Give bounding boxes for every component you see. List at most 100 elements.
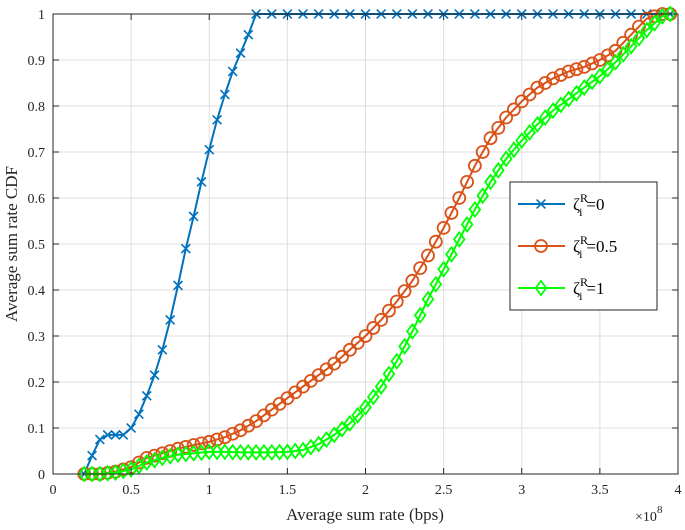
x-exponent-label: ×10 8	[635, 504, 663, 525]
data-point	[397, 284, 412, 299]
data-point	[102, 429, 113, 440]
legend-entry-2: ζR i =0.5	[518, 233, 617, 261]
x-exponent-power: 8	[657, 504, 663, 516]
data-point	[632, 29, 646, 47]
data-point	[577, 60, 592, 74]
data-point	[467, 158, 482, 173]
data-point	[155, 446, 170, 461]
data-point	[398, 337, 411, 355]
data-point	[476, 187, 490, 205]
data-point	[530, 80, 545, 95]
y-tick-label: 0.1	[28, 422, 46, 437]
data-point	[227, 66, 238, 77]
x-axis-title: Average sum rate (bps)	[286, 505, 444, 524]
x-tick-label: 3.5	[591, 483, 609, 498]
data-point	[445, 245, 458, 263]
data-point	[413, 261, 428, 276]
data-point	[569, 62, 584, 77]
data-point	[475, 145, 490, 159]
x-tick-label: 2	[362, 483, 369, 498]
data-point	[358, 329, 373, 343]
data-point	[194, 436, 209, 451]
data-point	[235, 48, 246, 59]
data-point	[514, 94, 529, 109]
data-point	[350, 335, 365, 350]
data-point	[421, 248, 435, 263]
data-point	[592, 53, 607, 67]
legend-marker	[534, 279, 548, 297]
data-point	[180, 243, 191, 254]
data-point	[178, 439, 193, 454]
data-point	[577, 79, 591, 97]
data-point	[173, 280, 183, 291]
data-point	[118, 429, 129, 440]
data-point	[609, 53, 622, 71]
data-point	[241, 418, 256, 433]
y-tick-label: 0.5	[28, 238, 46, 253]
y-tick-label: 0.8	[28, 100, 46, 115]
data-point	[149, 370, 160, 381]
data-point	[538, 109, 552, 126]
y-tick-label: 0.2	[28, 376, 46, 391]
data-point	[553, 68, 568, 82]
y-tick-label: 0.4	[28, 284, 46, 299]
data-point	[561, 64, 576, 79]
data-point	[374, 312, 389, 327]
data-point	[484, 173, 497, 191]
axis-ticks: 0 0.5 1 1.5 2 2.5 3 3.5 4 0 0.1 0.2 0.3 0.4 0.5 0.6 0.7 0…	[28, 8, 682, 498]
data-point	[624, 37, 638, 55]
legend: ζR i =0 ζR i =0.5 ζR i =1	[509, 181, 658, 311]
data-point	[374, 378, 388, 396]
y-tick-label: 0.6	[28, 192, 46, 207]
data-point	[202, 434, 217, 449]
y-tick-label: 0.7	[28, 146, 46, 161]
data-point	[327, 426, 341, 444]
data-point	[233, 423, 248, 438]
data-point	[499, 150, 513, 168]
data-point	[437, 260, 450, 278]
data-point	[351, 406, 365, 424]
series-3	[77, 5, 677, 483]
data-point	[640, 21, 654, 39]
data-point	[562, 90, 575, 108]
x-tick-label: 1.5	[279, 483, 297, 498]
data-point	[327, 356, 342, 371]
x-tick-label: 0.5	[122, 483, 140, 498]
data-point	[515, 132, 529, 149]
y-axis-title: Average sum rate CDF	[2, 166, 21, 322]
data-point	[366, 388, 380, 406]
data-point	[343, 414, 357, 432]
data-point	[196, 176, 207, 187]
data-point	[491, 161, 505, 179]
data-point	[389, 294, 404, 309]
data-point	[436, 220, 451, 235]
data-point	[147, 448, 162, 463]
data-point	[428, 234, 443, 249]
x-tick-label: 4	[675, 483, 682, 498]
data-point	[648, 14, 661, 32]
data-point	[126, 423, 137, 433]
data-point	[452, 230, 466, 248]
data-point	[616, 45, 630, 63]
data-point	[452, 191, 467, 205]
data-point	[507, 141, 521, 159]
data-point	[335, 420, 349, 438]
data-point	[165, 314, 176, 325]
data-point	[212, 114, 223, 125]
data-point	[483, 131, 498, 146]
data-point	[382, 365, 396, 383]
data-point	[538, 76, 553, 90]
data-point	[110, 429, 121, 440]
data-point	[491, 120, 506, 135]
data-point	[460, 215, 474, 233]
data-point	[523, 123, 536, 141]
legend-entry-1: ζR i =0	[518, 191, 605, 219]
data-point	[217, 430, 232, 445]
data-point	[225, 426, 240, 441]
data-point	[421, 290, 435, 308]
data-point	[429, 275, 443, 293]
legend-entry-3: ζR i =1	[518, 275, 605, 303]
x-tick-label: 0	[50, 483, 57, 498]
data-point	[554, 96, 568, 114]
